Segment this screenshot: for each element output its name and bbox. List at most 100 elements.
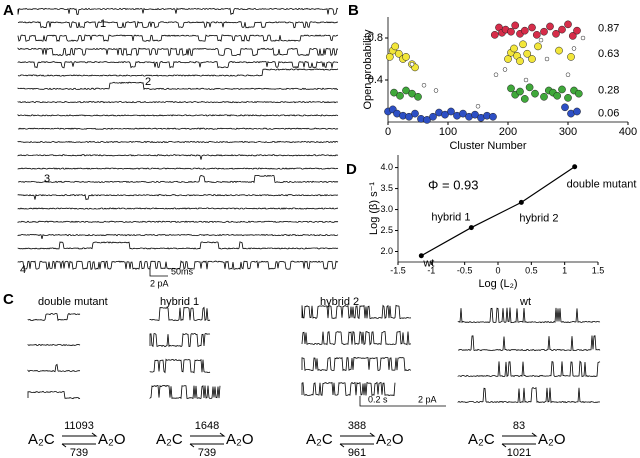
scatter-point (571, 46, 577, 51)
current-trace (457, 307, 601, 324)
scatter-point (459, 109, 467, 118)
point-label: double mutant (567, 179, 637, 191)
data-point (572, 164, 578, 170)
scatter-point (523, 49, 532, 58)
y-tick-label: 2.5 (380, 225, 393, 235)
scatter-point (561, 103, 569, 112)
trace-label: 3 (44, 173, 50, 185)
scatter-point (471, 110, 479, 119)
fit-line (421, 166, 576, 257)
current-trace (17, 167, 339, 170)
current-trace (457, 360, 601, 378)
current-trace (27, 363, 81, 373)
scatter-point (507, 27, 515, 36)
scatter-point (516, 87, 524, 96)
scatter-point (516, 57, 524, 65)
rate-forward: 1648 (195, 420, 219, 432)
x-tick-label: 200 (499, 126, 517, 138)
current-trace (149, 384, 221, 400)
current-trace (301, 381, 396, 397)
scatter-point (390, 88, 398, 97)
scatter-point (520, 26, 529, 35)
state-label: A₂C (156, 431, 183, 448)
rate-forward: 388 (348, 420, 366, 432)
data-point (468, 225, 474, 231)
point-label: wt (422, 258, 434, 270)
current-trace (17, 68, 339, 77)
scatter-point (552, 29, 560, 38)
x-tick-label: 300 (559, 126, 577, 138)
scale-bar (359, 396, 446, 407)
scatter-point (421, 83, 427, 88)
scatter-point (540, 92, 548, 101)
scatter-point (568, 32, 577, 40)
scatter-point (510, 44, 518, 53)
scale-label: 0.2 s (368, 394, 388, 404)
current-trace (149, 306, 211, 322)
state-label: A₂O (98, 431, 126, 448)
group-label: hybrid 1 (160, 296, 199, 308)
current-trace (17, 81, 339, 90)
current-trace (301, 330, 412, 346)
scatter-point (493, 72, 499, 77)
scatter-point (573, 107, 581, 116)
trace-label: 2 (145, 76, 151, 88)
x-tick-label: 0 (495, 265, 500, 275)
current-trace (17, 127, 339, 130)
x-tick-label: -1 (427, 265, 435, 275)
y-tick-label: 3.5 (380, 183, 393, 193)
scatter-point (409, 62, 415, 67)
scatter-point (544, 56, 550, 62)
scatter-point (531, 89, 539, 98)
scatter-point (573, 26, 581, 35)
point-label: hybrid 1 (431, 211, 470, 223)
scatter-point (391, 42, 400, 51)
group-label: hybrid 2 (320, 296, 359, 308)
scatter-point (520, 95, 529, 103)
scatter-point (489, 112, 497, 121)
x-tick-label: 1 (562, 265, 567, 275)
trace-label: 4 (20, 264, 26, 276)
current-trace (17, 20, 339, 29)
scatter-point (546, 22, 554, 31)
current-trace (27, 390, 81, 400)
scatter-point (525, 83, 534, 92)
x-tick-label: 1.5 (592, 265, 605, 275)
scatter-point (402, 53, 410, 61)
current-trace (17, 207, 338, 210)
scale-bar (149, 266, 168, 277)
rate-arrow (189, 432, 226, 448)
panel-label: D (346, 161, 357, 178)
scatter-point (502, 67, 508, 72)
scatter-point (565, 72, 571, 77)
scatter-point (504, 55, 512, 63)
scale-label: 50ms (171, 266, 194, 276)
scatter-point (555, 46, 563, 55)
scatter-point (441, 110, 449, 119)
scatter-point (396, 91, 404, 100)
scatter-point (414, 92, 422, 101)
scatter-point (532, 30, 541, 39)
scatter-point (447, 107, 455, 116)
current-trace (17, 34, 339, 42)
y-axis-label: Open probability (362, 29, 374, 110)
state-label: A₂O (538, 431, 566, 448)
scatter-point (429, 112, 437, 121)
scatter-point (553, 91, 562, 100)
y-tick-label: 4.0 (380, 162, 393, 172)
current-trace (17, 47, 339, 57)
scatter-point (433, 88, 439, 93)
scatter-point (411, 109, 419, 118)
scatter-point (394, 49, 403, 58)
current-trace (301, 356, 412, 372)
current-trace (457, 335, 601, 352)
scatter-point (528, 55, 536, 63)
scatter-point (567, 53, 575, 61)
rate-backward: 1021 (507, 447, 531, 458)
y-tick-label: 0.8 (368, 32, 383, 44)
level-label: 0.28 (598, 85, 619, 97)
x-tick-label: 100 (439, 126, 457, 138)
current-trace (149, 332, 211, 348)
scatter-point (507, 84, 515, 93)
